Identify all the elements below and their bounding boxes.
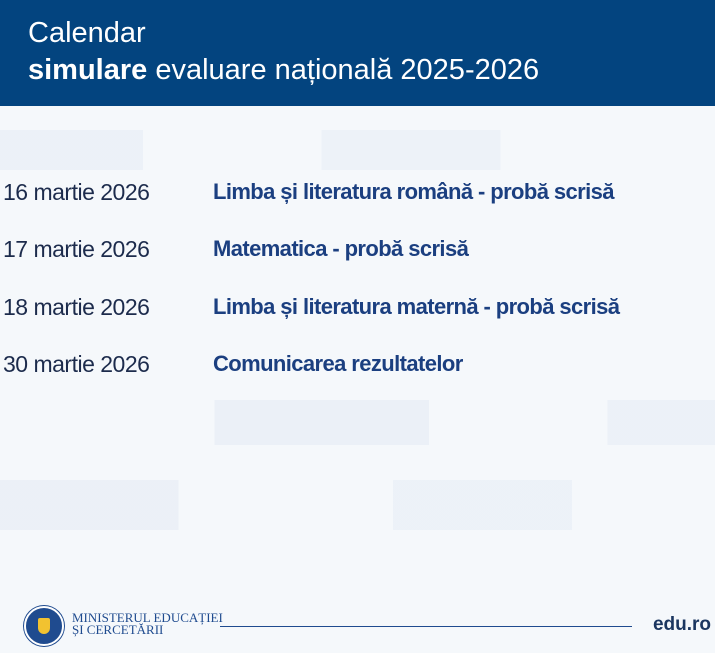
schedule-event: Limba și literatura maternă - probă scri… (213, 294, 620, 319)
schedule-date: 17 martie 2026 (3, 235, 150, 262)
schedule-event: Limba și literatura română - probă scris… (213, 179, 614, 204)
footer: MINISTERUL EDUCAȚIEI ȘI CERCETĂRII edu.r… (0, 600, 715, 646)
schedule-date: 30 martie 2026 (3, 350, 150, 377)
schedule-event: Comunicarea rezultatelor (213, 351, 463, 376)
ministry-line2: ȘI CERCETĂRII (72, 622, 164, 637)
title-rest: evaluare națională 2025-2026 (147, 54, 540, 86)
schedule-date: 18 martie 2026 (3, 293, 150, 320)
footer-divider (220, 626, 632, 627)
schedule-event: Matematica - probă scrisă (213, 236, 469, 261)
schedule-row: 30 martie 2026 Comunicarea rezultatelor (3, 349, 463, 379)
header-banner: Calendar simulare evaluare națională 202… (0, 0, 715, 106)
title-line2: simulare evaluare națională 2025-2026 (28, 50, 715, 90)
schedule-row: 18 martie 2026 Limba și literatura mater… (3, 292, 620, 322)
government-seal-icon (24, 606, 64, 646)
title-line1: Calendar (28, 17, 146, 49)
schedule-row: 17 martie 2026 Matematica - probă scrisă (3, 234, 469, 264)
title-bold: simulare (28, 54, 148, 86)
website-link[interactable]: edu.ro (652, 614, 711, 635)
ministry-line1: MINISTERUL EDUCAȚIEI (72, 610, 223, 625)
schedule-row: 16 martie 2026 Limba și literatura român… (3, 177, 614, 207)
ministry-logo-text: MINISTERUL EDUCAȚIEI ȘI CERCETĂRII (72, 610, 223, 637)
schedule-date: 16 martie 2026 (3, 178, 150, 205)
